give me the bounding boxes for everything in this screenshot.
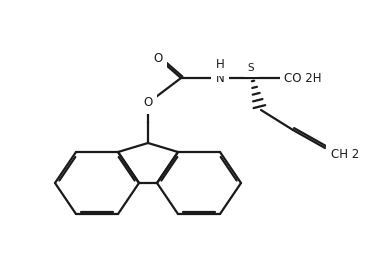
Text: CO 2H: CO 2H	[284, 71, 322, 85]
Text: O: O	[153, 52, 163, 64]
Text: CH 2: CH 2	[331, 148, 359, 160]
Text: S: S	[248, 63, 254, 73]
Text: O: O	[143, 97, 153, 109]
Text: N: N	[216, 71, 224, 85]
Text: H: H	[216, 59, 224, 71]
